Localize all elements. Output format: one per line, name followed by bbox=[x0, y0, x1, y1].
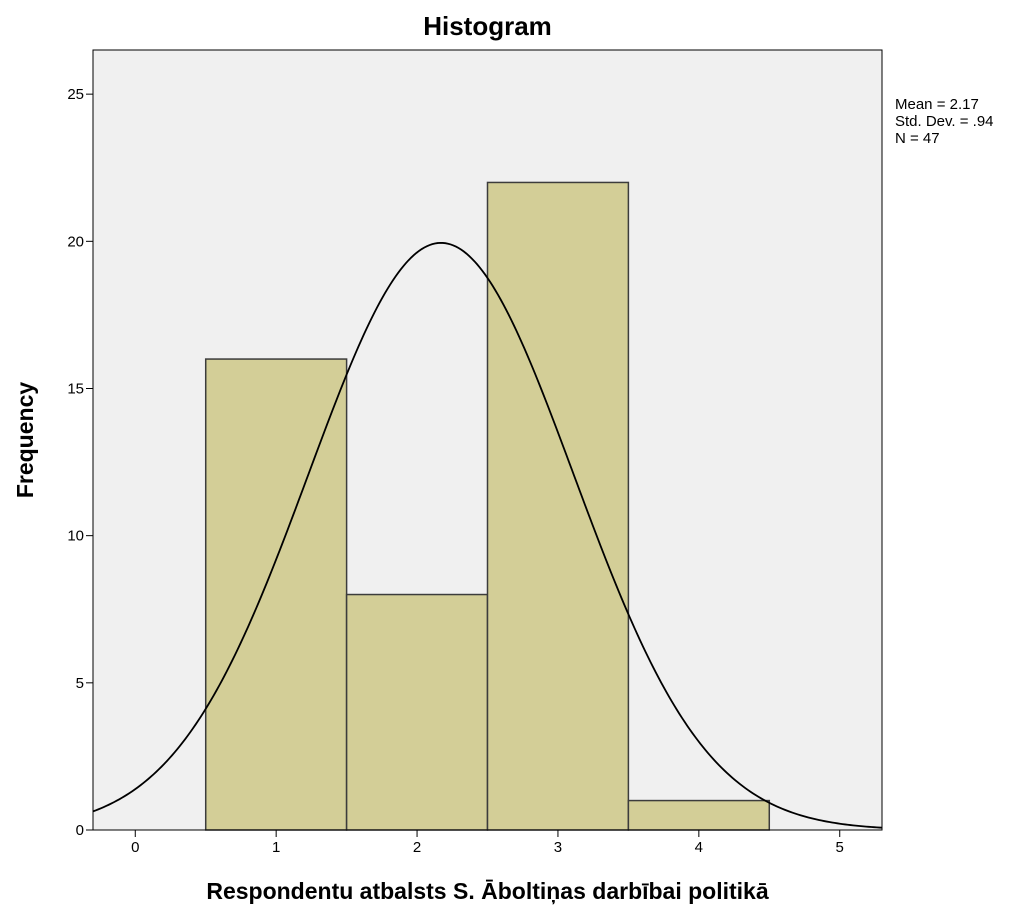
y-tick-label: 15 bbox=[67, 380, 84, 397]
x-tick-label: 3 bbox=[554, 839, 562, 856]
stats-n: N = 47 bbox=[895, 130, 940, 147]
stats-box: Mean = 2.17 Std. Dev. = .94 N = 47 bbox=[895, 96, 994, 147]
normal-curve bbox=[92, 241, 883, 829]
x-tick-label: 0 bbox=[131, 839, 139, 856]
y-tick-label: 5 bbox=[76, 675, 84, 692]
y-axis: 0 5 10 15 20 25 bbox=[67, 86, 93, 839]
x-tick-label: 1 bbox=[272, 839, 280, 856]
histogram-bar-3 bbox=[486, 181, 630, 831]
y-tick-label: 0 bbox=[76, 822, 84, 839]
histogram-bar-4 bbox=[627, 799, 771, 831]
y-axis-title: Frequency bbox=[12, 382, 38, 499]
plot-frame bbox=[92, 49, 883, 831]
stats-mean: Mean = 2.17 bbox=[895, 96, 979, 113]
x-tick-label: 5 bbox=[836, 839, 844, 856]
y-tick-label: 25 bbox=[67, 86, 84, 103]
chart-title: Histogram bbox=[423, 11, 552, 41]
x-axis-title: Respondentu atbalsts S. Āboltiņas darbīb… bbox=[206, 878, 769, 904]
bars-group bbox=[204, 181, 771, 831]
histogram-bar-1 bbox=[204, 358, 348, 831]
x-tick-label: 2 bbox=[413, 839, 421, 856]
stats-std-dev: Std. Dev. = .94 bbox=[895, 113, 994, 130]
y-tick-label: 10 bbox=[67, 528, 84, 545]
x-tick-label: 4 bbox=[695, 839, 703, 856]
histogram-bar-2 bbox=[345, 593, 489, 831]
x-axis: 0 1 2 3 4 5 bbox=[131, 830, 844, 856]
y-tick-label: 20 bbox=[67, 233, 84, 250]
